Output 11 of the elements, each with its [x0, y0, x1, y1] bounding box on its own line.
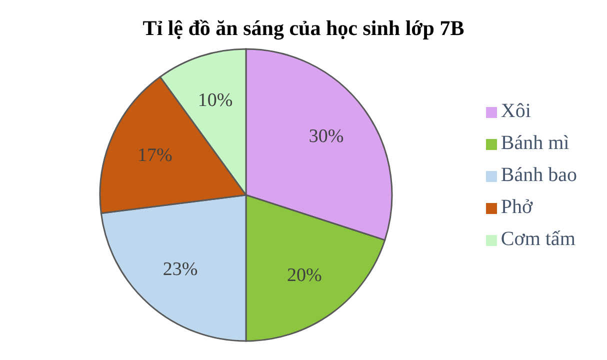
legend-label: Phở — [500, 196, 533, 218]
data-label: 23% — [162, 258, 198, 280]
data-label: 30% — [308, 126, 344, 148]
chart-title: Tỉ lệ đồ ăn sáng của học sinh lớp 7B — [142, 16, 466, 41]
legend-label: Xôi — [500, 100, 531, 122]
legend-label: Bánh bao — [500, 164, 577, 186]
data-label: 10% — [198, 90, 233, 112]
legend-label: Cơm tấm — [500, 228, 576, 250]
legend-label: Bánh mì — [500, 132, 570, 154]
data-label: 17% — [137, 145, 172, 166]
data-label: 20% — [286, 264, 322, 286]
